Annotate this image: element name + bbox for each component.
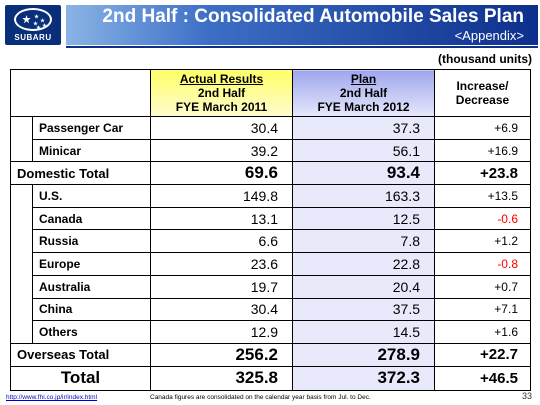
row-label: Domestic Total xyxy=(10,161,151,186)
domestic-group-cell xyxy=(10,115,33,163)
star-icon xyxy=(34,14,39,19)
row-label: U.S. xyxy=(32,184,151,208)
header-increase-decrease: Increase/ Decrease xyxy=(434,69,531,117)
table-row: Passenger Car 30.4 37.3 +6.9 xyxy=(10,115,531,163)
row-label: Minicar xyxy=(32,138,151,163)
actual-value: 256.2 xyxy=(150,342,293,367)
table-row: Russia 6.6 7.8 +1.2 xyxy=(11,229,531,254)
plan-value: 20.4 xyxy=(292,274,435,299)
title-band: 2nd Half : Consolidated Automobile Sales… xyxy=(66,5,538,45)
actual-value: 23.6 xyxy=(150,252,293,276)
star-icon xyxy=(36,25,41,29)
row-label: Australia xyxy=(32,274,151,299)
table-row: Europe 23.6 22.8 -0.8 xyxy=(11,252,531,276)
footer-note: Canada figures are consolidated on the c… xyxy=(150,394,371,401)
actual-value: 325.8 xyxy=(150,365,293,391)
table-row: Canada 13.1 12.5 -0.6 xyxy=(11,206,531,231)
actual-value: 12.9 xyxy=(150,320,293,344)
sales-plan-table: Actual Results 2nd Half FYE March 2011 P… xyxy=(10,69,531,391)
header-change-line2: Decrease xyxy=(455,93,510,107)
actual-value: 13.1 xyxy=(150,206,293,231)
row-label: Russia xyxy=(32,229,151,254)
header-plan: Plan 2nd Half FYE March 2012 xyxy=(292,69,435,117)
plan-value: 372.3 xyxy=(292,365,435,391)
row-label: China xyxy=(32,297,151,322)
header-actual-line3: FYE March 2011 xyxy=(175,100,268,114)
actual-value: 6.6 xyxy=(150,229,293,254)
plan-value: 37.5 xyxy=(292,297,435,322)
plan-value: 93.4 xyxy=(292,161,435,186)
star-icon xyxy=(42,23,47,28)
table-row: China 30.4 37.5 +7.1 xyxy=(11,297,531,322)
change-value: -0.8 xyxy=(434,252,531,276)
page-title: 2nd Half : Consolidated Automobile Sales… xyxy=(102,6,524,27)
table-header-row: Actual Results 2nd Half FYE March 2011 P… xyxy=(10,69,531,117)
header-actual-line2: 2nd Half xyxy=(197,86,246,100)
actual-value: 30.4 xyxy=(150,116,293,140)
change-value: -0.6 xyxy=(434,206,531,231)
star-icon xyxy=(22,15,31,24)
plan-value: 7.8 xyxy=(292,229,435,254)
change-value: +0.7 xyxy=(434,274,531,299)
actual-value: 39.2 xyxy=(150,138,293,163)
change-value: +7.1 xyxy=(434,297,531,322)
pleiades-emblem-icon xyxy=(14,8,52,31)
header-plan-line1: Plan xyxy=(350,72,377,86)
footer-link[interactable]: http://www.fhi.co.jp/ir/index.html xyxy=(6,394,98,401)
header-plan-line3: FYE March 2012 xyxy=(317,100,410,114)
overseas-group-cell xyxy=(10,184,33,344)
table-row: Minicar 39.2 56.1 +16.9 xyxy=(11,138,531,163)
header-actual-results: Actual Results 2nd Half FYE March 2011 xyxy=(150,69,293,117)
row-label: Passenger Car xyxy=(32,116,151,140)
star-icon xyxy=(33,21,38,26)
overseas-total-row: Overseas Total 256.2 278.9 +22.7 xyxy=(10,342,531,367)
change-value: +46.5 xyxy=(434,365,531,391)
actual-value: 149.8 xyxy=(150,184,293,208)
domestic-total-row: Domestic Total 69.6 93.4 +23.8 xyxy=(10,161,531,186)
row-label: Europe xyxy=(32,252,151,276)
table-row: U.S. 149.8 163.3 +13.5 xyxy=(10,184,531,344)
table-row: Others 12.9 14.5 +1.6 xyxy=(11,320,531,344)
actual-value: 19.7 xyxy=(150,274,293,299)
units-label: (thousand units) xyxy=(438,52,532,66)
header: SUBARU 2nd Half : Consolidated Automobil… xyxy=(0,0,540,50)
header-change-line1: Increase/ xyxy=(456,79,509,93)
change-value: +1.6 xyxy=(434,320,531,344)
grand-total-row: Total 325.8 372.3 +46.5 xyxy=(10,365,531,391)
change-value: +6.9 xyxy=(434,116,531,140)
row-label: Total xyxy=(10,365,151,391)
subaru-logo: SUBARU xyxy=(5,5,61,45)
plan-value: 278.9 xyxy=(292,342,435,367)
change-value: +22.7 xyxy=(434,342,531,367)
row-label: Canada xyxy=(32,206,151,231)
row-label: Overseas Total xyxy=(10,342,151,367)
header-plan-line2: 2nd Half xyxy=(339,86,388,100)
change-value: +13.5 xyxy=(434,184,531,208)
plan-value: 56.1 xyxy=(292,138,435,163)
plan-value: 37.3 xyxy=(292,116,435,140)
logo-text: SUBARU xyxy=(14,33,52,42)
plan-value: 14.5 xyxy=(292,320,435,344)
row-label: Others xyxy=(32,320,151,344)
header-actual-line1: Actual Results xyxy=(179,72,264,86)
page-number: 33 xyxy=(521,391,532,401)
actual-value: 30.4 xyxy=(150,297,293,322)
table-row: Australia 19.7 20.4 +0.7 xyxy=(11,274,531,299)
change-value: +1.2 xyxy=(434,229,531,254)
plan-value: 22.8 xyxy=(292,252,435,276)
page-subtitle: <Appendix> xyxy=(454,28,524,43)
title-underline xyxy=(66,46,538,48)
header-blank-cell xyxy=(10,69,151,117)
plan-value: 163.3 xyxy=(292,184,435,208)
plan-value: 12.5 xyxy=(292,206,435,231)
actual-value: 69.6 xyxy=(150,161,293,186)
change-value: +16.9 xyxy=(434,138,531,163)
change-value: +23.8 xyxy=(434,161,531,186)
star-icon xyxy=(40,18,45,23)
